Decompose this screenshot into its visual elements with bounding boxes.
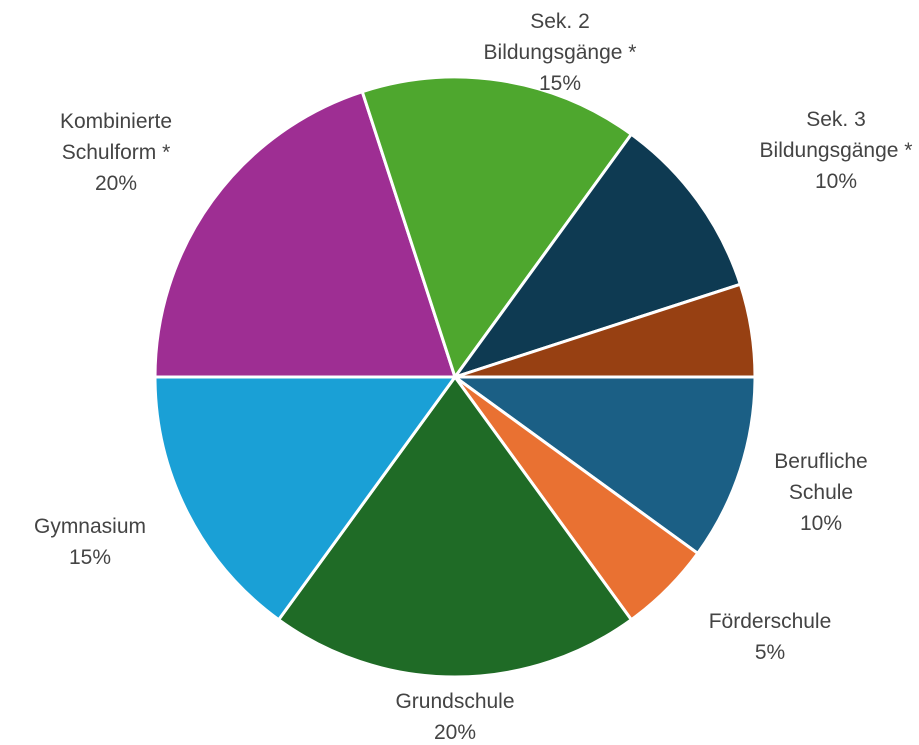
slice-category-label: Grundschule <box>395 690 514 713</box>
slice-label: Sek. 2 Bildungsgänge * 15% <box>484 10 637 95</box>
pie-slice <box>450 375 757 556</box>
slice-label: Grundschule 20% <box>395 690 514 744</box>
pie-slice <box>454 282 757 379</box>
slice-category-label: Kombinierte <box>60 110 172 133</box>
slice-category-label: Schulform * <box>62 141 171 164</box>
slice-category-label: Bildungsgänge * <box>484 41 637 64</box>
slice-value-label: 20% <box>95 172 137 195</box>
slice-category-label: Förderschule <box>709 610 832 633</box>
slice-label: Förderschule 5% <box>709 610 832 664</box>
pie-slice <box>360 75 634 381</box>
pie-slices <box>153 75 757 679</box>
slice-category-label: Schule <box>789 481 853 504</box>
slice-category-label: Gymnasium <box>34 515 146 538</box>
slice-value-label: 10% <box>815 170 857 193</box>
pie-slice <box>276 374 634 679</box>
slice-category-label: Berufliche <box>774 450 867 473</box>
slice-value-label: 15% <box>539 72 581 95</box>
slice-category-label: Sek. 2 <box>530 10 590 33</box>
slice-value-label: 20% <box>434 721 476 744</box>
slice-value-label: 10% <box>800 512 842 535</box>
slice-label: Kombinierte Schulform * 20% <box>60 110 172 195</box>
slice-label: Sek. 3 Bildungsgänge * 10% <box>760 108 913 193</box>
pie-slice <box>451 132 743 380</box>
slice-category-label: Sek. 3 <box>806 108 866 131</box>
pie-slice <box>153 375 458 622</box>
slice-category-label: Bildungsgänge * <box>760 139 913 162</box>
slice-label: Gymnasium 15% <box>34 515 146 569</box>
slice-value-label: 5% <box>755 641 785 664</box>
pie-labels: Berufliche Schule 10% Förderschule 5% Grundsc… <box>34 10 913 744</box>
pie-slice <box>153 89 458 379</box>
slice-label: Berufliche Schule 10% <box>774 450 867 535</box>
slice-value-label: 15% <box>69 546 111 569</box>
